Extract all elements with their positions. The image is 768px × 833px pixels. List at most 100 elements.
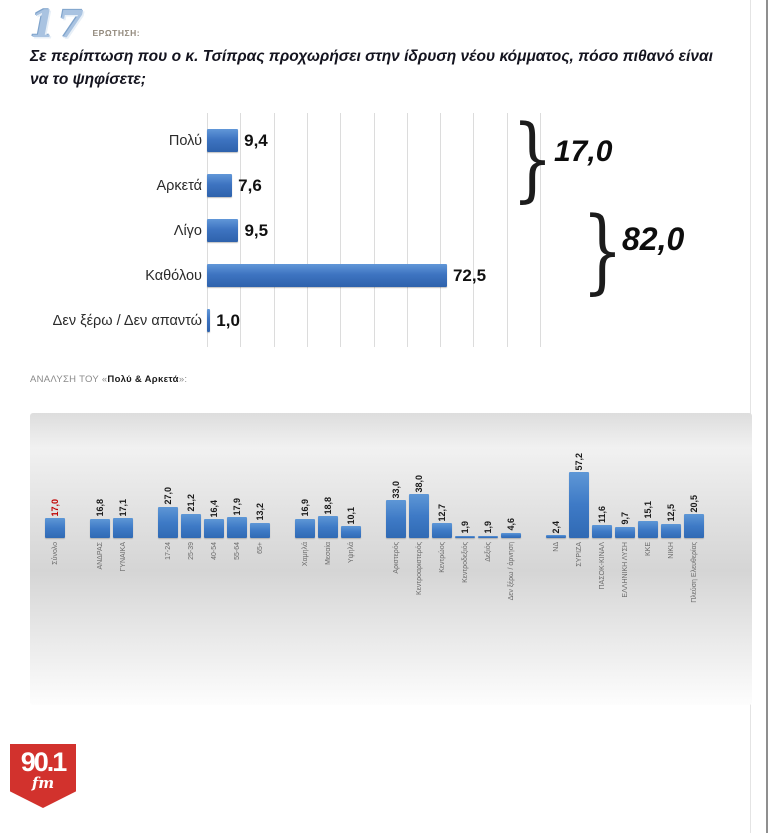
category-label: ΓΥΝΑΙΚΑ xyxy=(120,542,127,572)
bar xyxy=(207,174,232,197)
bar xyxy=(113,518,133,538)
bar-label-area: 65+ xyxy=(257,538,264,643)
logo-frequency: 90.1 xyxy=(21,749,66,776)
bar xyxy=(638,521,658,538)
category-label: ΝΔ xyxy=(553,542,560,552)
value-label: 7,6 xyxy=(238,176,262,196)
analysis-suffix: »: xyxy=(179,374,188,385)
category-label: 17-24 xyxy=(165,542,172,560)
category-label: Δεν ξέρω / άρνηση xyxy=(508,542,515,600)
category-label: Δεξιός xyxy=(485,542,492,562)
brace-82: } xyxy=(582,207,623,294)
bar-stack: 20,5 xyxy=(684,413,704,538)
bar-label-area: ΣΥΡΙΖΑ xyxy=(576,538,583,643)
bar xyxy=(158,507,178,538)
category-label: Λίγο xyxy=(30,223,202,239)
value-label: 12,5 xyxy=(666,504,676,522)
value-label: 72,5 xyxy=(453,266,486,286)
bar xyxy=(432,523,452,538)
bar-stack: 1,9 xyxy=(455,413,475,538)
value-label: 16,4 xyxy=(209,500,219,518)
radio-901fm-logo: 90.1 fm xyxy=(10,744,76,808)
bar xyxy=(318,516,338,538)
value-label: 1,0 xyxy=(216,311,240,331)
bar xyxy=(661,524,681,538)
category-label: Κεντρώος xyxy=(439,542,446,573)
bar-stack: 16,9 xyxy=(295,413,315,538)
category-label: ΕΛΛΗΝΙΚΗ ΛΥΣΗ xyxy=(622,542,629,598)
bar-label-area: ΝΔ xyxy=(553,538,560,643)
bar-item: 10,1 Υψηλά xyxy=(341,413,361,643)
category-label: Καθόλου xyxy=(30,268,202,284)
bar-label-area: Κεντροδεξιός xyxy=(462,538,469,643)
value-label: 9,4 xyxy=(244,131,268,151)
bar-label-area: ΝΙΚΗ xyxy=(668,538,675,643)
bar-item: 9,7 ΕΛΛΗΝΙΚΗ ΛΥΣΗ xyxy=(615,413,635,643)
value-label: 18,8 xyxy=(323,497,333,515)
category-label: Υψηλά xyxy=(348,542,355,563)
top-bar-chart: Πολύ9,4Αρκετά7,6Λίγο9,5Καθόλου72,5Δεν ξέ… xyxy=(30,115,746,351)
bar xyxy=(227,517,247,538)
bar-label-area: ΕΛΛΗΝΙΚΗ ΛΥΣΗ xyxy=(622,538,629,643)
value-label: 17,9 xyxy=(232,498,242,516)
bar xyxy=(207,309,210,332)
top-chart-row: Πολύ9,4 xyxy=(30,118,746,163)
value-label: 10,1 xyxy=(346,507,356,525)
bar-group-class: 16,9Χαμηλά 18,8 Μεσαία 10,1 Υψηλά xyxy=(295,413,361,643)
bar-stack: 9,7 xyxy=(615,413,635,538)
category-label: Αρκετά xyxy=(30,178,202,194)
bar-item: 16,9Χαμηλά xyxy=(295,413,315,643)
top-chart-row: Αρκετά 7,6 xyxy=(30,163,746,208)
question-label: ΕΡΩΤΗΣΗ: xyxy=(93,28,141,43)
bar xyxy=(615,527,635,538)
bar-item: 38,0Κεντροαριστερός xyxy=(409,413,429,643)
bar-stack: 15,1 xyxy=(638,413,658,538)
value-label: 57,2 xyxy=(574,453,584,471)
bar-item: 17,1ΓΥΝΑΙΚΑ xyxy=(113,413,133,643)
bar-stack: 16,4 xyxy=(204,413,224,538)
bar xyxy=(207,264,447,287)
bar-label-area: Μεσαία xyxy=(325,538,332,643)
value-label: 20,5 xyxy=(689,495,699,513)
category-label: 40-54 xyxy=(211,542,218,560)
bar-stack: 1,9 xyxy=(478,413,498,538)
bar-label-area: ΑΝΔΡΑΣ xyxy=(97,538,104,643)
value-label: 1,9 xyxy=(483,521,493,534)
bar-item: 33,0Αριστερός xyxy=(386,413,406,643)
bar xyxy=(207,129,238,152)
bar-stack: 12,7 xyxy=(432,413,452,538)
category-label: ΣΥΡΙΖΑ xyxy=(576,542,583,567)
category-label: Μεσαία xyxy=(325,542,332,565)
bar-group-age: 27,017-2421,225-3916,440-5417,955-6413,2… xyxy=(158,413,270,643)
bar-label-area: 55-64 xyxy=(234,538,241,643)
bar-item: 1,9 Κεντροδεξιός xyxy=(455,413,475,643)
bar-item: 16,8 ΑΝΔΡΑΣ xyxy=(90,413,110,643)
bar-label-area: Αριστερός xyxy=(393,538,400,643)
bar xyxy=(684,514,704,538)
bar-stack: 18,8 xyxy=(318,413,338,538)
bar xyxy=(295,519,315,538)
analysis-caption: ΑΝΑΛΥΣΗ ΤΟΥ «Πολύ & Αρκετά»: xyxy=(30,374,187,385)
bar-stack: 33,0 xyxy=(386,413,406,538)
bar-label-area: ΠΑΣΟΚ-ΚΙΝΑΛ xyxy=(599,538,606,643)
bar-stack: 11,6 xyxy=(592,413,612,538)
bar-group-gender: 16,8 ΑΝΔΡΑΣ 17,1ΓΥΝΑΙΚΑ xyxy=(90,413,133,643)
bar-label-area: Δεξιός xyxy=(485,538,492,643)
value-label: 16,8 xyxy=(95,499,105,517)
value-label: 16,9 xyxy=(300,499,310,517)
category-label: 65+ xyxy=(257,542,264,554)
value-label: 27,0 xyxy=(163,487,173,505)
bar-group-total: 17,0Σύνολο xyxy=(45,413,65,643)
category-label: Δεν ξέρω / Δεν απαντώ xyxy=(30,313,202,329)
bar-item: 20,5Πλεύση Ελευθερίας xyxy=(684,413,704,643)
bar xyxy=(181,514,201,538)
bar-item: 21,225-39 xyxy=(181,413,201,643)
bar-stack: 12,5 xyxy=(661,413,681,538)
bar-stack: 38,0 xyxy=(409,413,429,538)
bar-stack: 10,1 xyxy=(341,413,361,538)
bar xyxy=(204,519,224,538)
brace-17: } xyxy=(512,115,553,202)
category-label: Κεντροδεξιός xyxy=(462,542,469,583)
bar-stack: 27,0 xyxy=(158,413,178,538)
bar xyxy=(45,518,65,538)
